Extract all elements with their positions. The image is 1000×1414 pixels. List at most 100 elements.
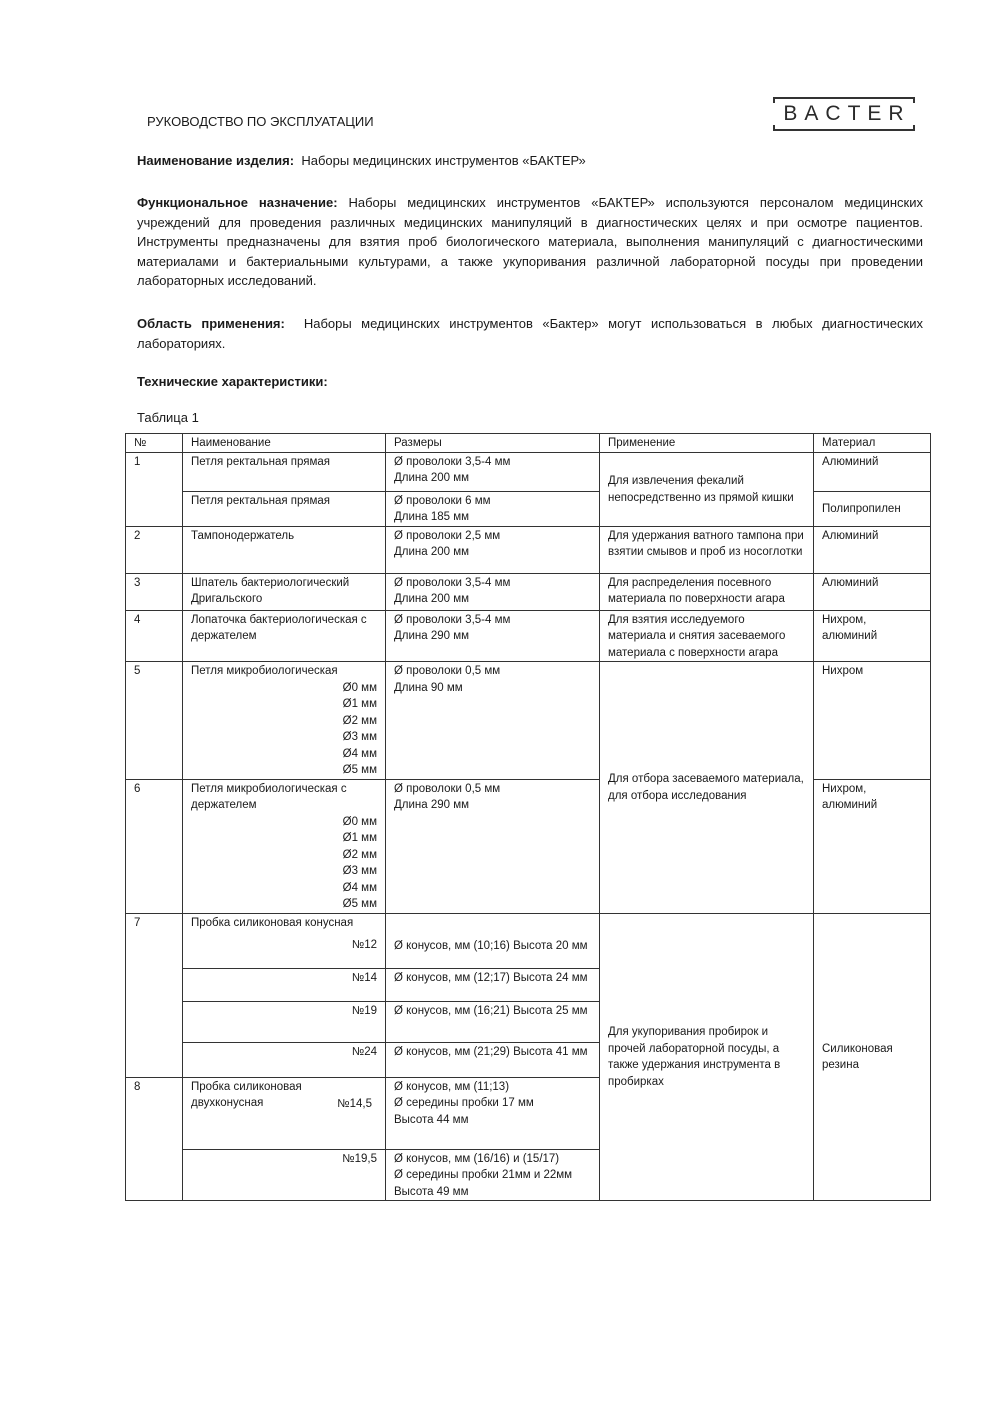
table-row: 5 Петля микробиологическая Ø0 мм Ø1 мм Ø… — [125, 661, 931, 914]
product-value: Наборы медицинских инструментов «БАКТЕР» — [301, 153, 586, 168]
cell-material: Алюминий — [813, 572, 931, 611]
logo-top-bar — [773, 97, 915, 99]
cell-sizes: Ø проволоки 3,5-4 мм Длина 290 мм — [385, 609, 600, 662]
item-name: Петля микробиологическая с держателем — [191, 782, 347, 812]
cell-name: Лопаточка бактериологическая с держателе… — [182, 609, 386, 662]
specs-heading: Технические характеристики: — [137, 372, 923, 392]
size-line: Ø проволоки 0,5 мм — [394, 782, 501, 795]
size-line: Ø конусов, мм (11;13) — [394, 1080, 510, 1093]
cell-sizes: Ø конусов, мм (16/16) и (15/17) Ø середи… — [385, 1148, 600, 1201]
cell-variant: №19 — [182, 1000, 386, 1043]
cell-sizes: Ø проволоки 0,5 мм Длина 290 мм — [385, 778, 600, 914]
scope-value: Наборы медицинских инструментов «Бактер»… — [137, 316, 923, 351]
size-line: Длина 90 мм — [394, 681, 463, 694]
variant: Ø1 мм — [342, 832, 377, 844]
table-header-row: № Наименование Размеры Применение Матери… — [125, 433, 931, 453]
cell-material: Силиконовая резина — [813, 912, 931, 1201]
cell-application: Для отбора засеваемого материала, для от… — [599, 661, 814, 914]
purpose-value: Наборы медицинских инструментов «БАКТЕР»… — [137, 195, 923, 288]
logo-tick — [913, 97, 915, 103]
size-line: Ø конусов, мм (16/16) и (15/17) — [394, 1152, 560, 1165]
cell-application: Для извлечения фекалий непосредственно и… — [599, 451, 814, 527]
logo-tick — [773, 125, 775, 131]
variant: №12 — [351, 939, 377, 951]
header-material: Материал — [813, 433, 931, 453]
table-row: №24 Ø конусов, мм (21;29) Высота 41 мм — [126, 1041, 931, 1078]
cell-no: 8 — [125, 1076, 183, 1201]
bacter-logo: BACTER — [773, 97, 915, 131]
table-row: 4 Лопаточка бактериологическая с держате… — [125, 609, 931, 662]
item-name: Пробка силиконовая конусная — [191, 916, 354, 929]
header-name: Наименование — [182, 433, 386, 453]
document-title: РУКОВОДСТВО ПО ЭКСПЛУАТАЦИИ — [147, 114, 374, 129]
cell-no: 3 — [125, 572, 183, 611]
cell-no: 5 — [125, 661, 183, 780]
variant: Ø0 мм — [342, 815, 377, 828]
table-row: 3 Шпатель бактериологический Дригальског… — [125, 572, 931, 611]
item-name: Пробка силиконовая двухконусная — [191, 1080, 302, 1110]
variant: Ø2 мм — [342, 714, 377, 727]
cell-sizes: Ø проволоки 3,5-4 мм Длина 200 мм — [385, 572, 600, 611]
cell-no: 2 — [125, 525, 183, 574]
variant-list: Ø0 мм Ø1 мм Ø2 мм Ø3 мм Ø4 мм Ø5 мм — [191, 680, 377, 779]
size-line: Высота 49 мм — [394, 1185, 469, 1198]
table-row: №19,5 Ø конусов, мм (16/16) и (15/17) Ø … — [126, 1148, 931, 1201]
logo-tick — [773, 97, 775, 103]
cell-variant: №24 — [182, 1041, 386, 1078]
variant: Ø5 мм — [342, 764, 377, 776]
cell-sizes: Ø проволоки 2,5 мм Длина 200 мм — [385, 525, 600, 574]
table-row: 1 Петля ректальная прямая Ø проволоки 3,… — [125, 451, 931, 527]
size-line: Ø середины пробки 21мм и 22мм — [394, 1169, 573, 1181]
cell-name: Петля микробиологическая с держателем Ø0… — [182, 778, 386, 914]
scope-label: Область применения: — [137, 316, 285, 331]
variant: Ø4 мм — [342, 881, 377, 894]
variant: Ø5 мм — [342, 898, 377, 910]
cell-sizes: Ø проволоки 3,5-4 мм Длина 200 мм — [385, 451, 600, 492]
logo-text: BACTER — [783, 102, 911, 125]
table-row: 2 Тампонодержатель Ø проволоки 2,5 мм Дли… — [125, 525, 931, 574]
size-line: Ø проволоки 3,5-4 мм — [394, 455, 511, 468]
header-no: № — [125, 433, 183, 453]
cell-sizes: Ø проволоки 0,5 мм Длина 90 мм — [385, 661, 600, 780]
table-row: 8 Пробка силиконовая двухконусная №14,5 … — [125, 1076, 931, 1201]
cell-material: Нихром — [813, 661, 931, 780]
cell-application: Для удержания ватного тампона при взятии… — [599, 525, 814, 574]
cell-no: 4 — [125, 609, 183, 662]
cell-name: Шпатель бактериологический Дригальского — [182, 572, 386, 611]
cell-material: Полипропилен — [813, 490, 931, 527]
product-name-paragraph: Наименование изделия: Наборы медицинских… — [137, 151, 923, 171]
variant: Ø3 мм — [342, 865, 377, 877]
size-line: Длина 200 мм — [394, 593, 470, 605]
scope-paragraph: Область применения: Наборы медицинских и… — [137, 314, 923, 353]
logo-bottom-bar — [773, 129, 915, 131]
cell-no: 7 — [125, 912, 183, 1078]
table-row: №14 Ø конусов, мм (12;17) Высота 24 мм — [126, 967, 931, 1002]
header-sizes: Размеры — [385, 433, 600, 453]
specs-table: № Наименование Размеры Применение Матери… — [125, 433, 931, 1201]
cell-sizes: Ø конусов, мм (11;13) Ø середины пробки … — [385, 1076, 600, 1150]
cell-no: 1 — [125, 451, 183, 527]
variant: Ø2 мм — [342, 848, 377, 861]
size-line: Длина 290 мм — [394, 630, 470, 642]
cell-sizes: Ø конусов, мм (10;16) Высота 20 мм — [385, 912, 600, 969]
logo-tick — [913, 125, 915, 131]
variant: Ø3 мм — [342, 731, 377, 743]
header-application: Применение — [599, 433, 814, 453]
cell-name: Тампонодержатель — [182, 525, 386, 574]
size-line: Ø проволоки 0,5 мм — [394, 665, 501, 677]
size-line: Ø проволоки 6 мм — [394, 494, 491, 507]
size-line: Длина 200 мм — [394, 546, 470, 558]
variant: Ø0 мм — [342, 681, 377, 694]
cell-material: Нихром, алюминий — [813, 778, 931, 914]
cell-name: Петля ректальная прямая — [182, 490, 386, 527]
size-line: Ø середины пробки 17 мм — [394, 1097, 534, 1109]
purpose-label: Функциональное назначение: — [137, 195, 338, 210]
table-row: 7 Пробка силиконовая конусная №12 Ø кону… — [125, 912, 931, 1201]
cell-material: Алюминий — [813, 525, 931, 574]
variant: Ø4 мм — [342, 747, 377, 760]
cell-material: Алюминий — [813, 451, 931, 492]
size-line: Высота 44 мм — [394, 1113, 469, 1126]
size-line: Длина 185 мм — [394, 511, 470, 523]
cell-application: Для взятия исследуемого материала и снят… — [599, 609, 814, 662]
variant: №14,5 — [337, 1097, 372, 1110]
